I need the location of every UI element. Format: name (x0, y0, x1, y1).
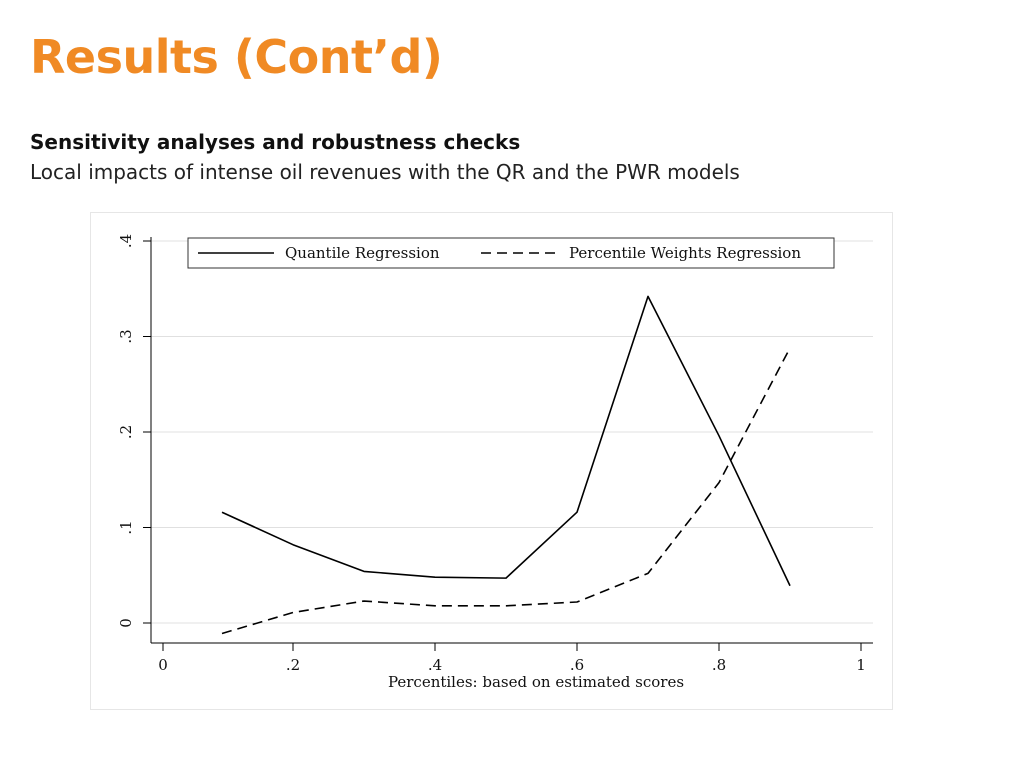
x-tick-label: .6 (570, 656, 584, 674)
y-tick-label: .3 (117, 329, 135, 343)
legend: Quantile Regression Percentile Weights Re… (187, 237, 835, 269)
slide-title: Results (Cont’d) (30, 30, 443, 84)
x-tick-label: .2 (286, 656, 300, 674)
x-tick-label: 0 (158, 656, 168, 674)
y-tick-label: .4 (117, 234, 135, 248)
x-axis-label: Percentiles: based on estimated scores (388, 673, 684, 691)
legend-box (187, 237, 835, 269)
legend-label: Percentile Weights Regression (569, 244, 801, 262)
y-tick-label: .1 (117, 520, 135, 534)
chart-frame: 0 .1 .2 .3 .4 0 .2 .4 .6 .8 1 Percentiles: based on… (90, 212, 893, 710)
legend-label: Quantile Regression (285, 244, 440, 262)
series-line-quantile-regression (221, 295, 791, 587)
x-tick-label: 1 (856, 656, 866, 674)
series-line-percentile-weights-regression (221, 347, 791, 635)
subheading: Sensitivity analyses and robustness chec… (30, 130, 521, 154)
x-tick-label: .8 (712, 656, 726, 674)
subtitle-text: Local impacts of intense oil revenues wi… (30, 160, 740, 184)
y-tick-label: 0 (117, 618, 135, 628)
line-chart: 0 .1 .2 .3 .4 0 .2 .4 .6 .8 1 Percentiles: based on… (117, 234, 873, 691)
y-tick-label: .2 (117, 425, 135, 439)
x-tick-label: .4 (428, 656, 442, 674)
